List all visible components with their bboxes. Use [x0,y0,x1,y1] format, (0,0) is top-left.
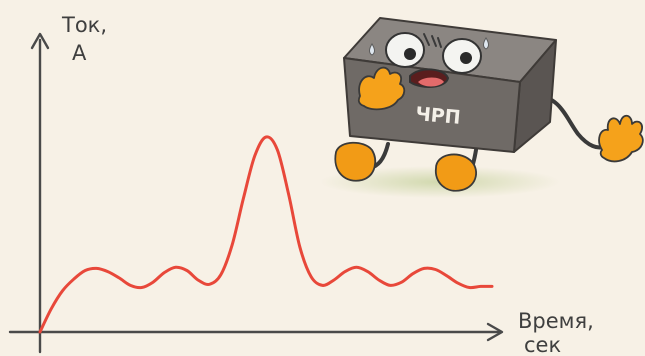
mascot-pupil-left [404,48,416,60]
mascot-eye-left [385,32,425,68]
mascot-sweat-drop-right [483,37,489,50]
y-axis-label-line1: Ток, [61,13,107,37]
mascot-eyes [385,32,482,74]
mascot-hand-right [598,114,644,163]
vfd-mascot-illustration: ЧРП [334,17,644,192]
mascot-label: ЧРП [415,103,462,129]
mascot-hand-left [357,66,406,111]
x-axis-label-line2: сек [524,333,561,356]
mascot-foot-right [434,153,477,192]
mascot-foot-left [334,141,377,182]
y-axis-arrow [30,32,50,50]
mascot-pupil-right [460,52,472,64]
mascot-tongue [418,77,444,87]
y-axis-label-line2: А [72,41,87,65]
mascot-sweat-drop-left [369,43,375,56]
x-axis-label-line1: Время, [518,309,594,333]
axes [8,32,504,354]
current-series-line [38,135,494,334]
series-layer [38,135,494,334]
x-axis-arrow [486,322,504,342]
